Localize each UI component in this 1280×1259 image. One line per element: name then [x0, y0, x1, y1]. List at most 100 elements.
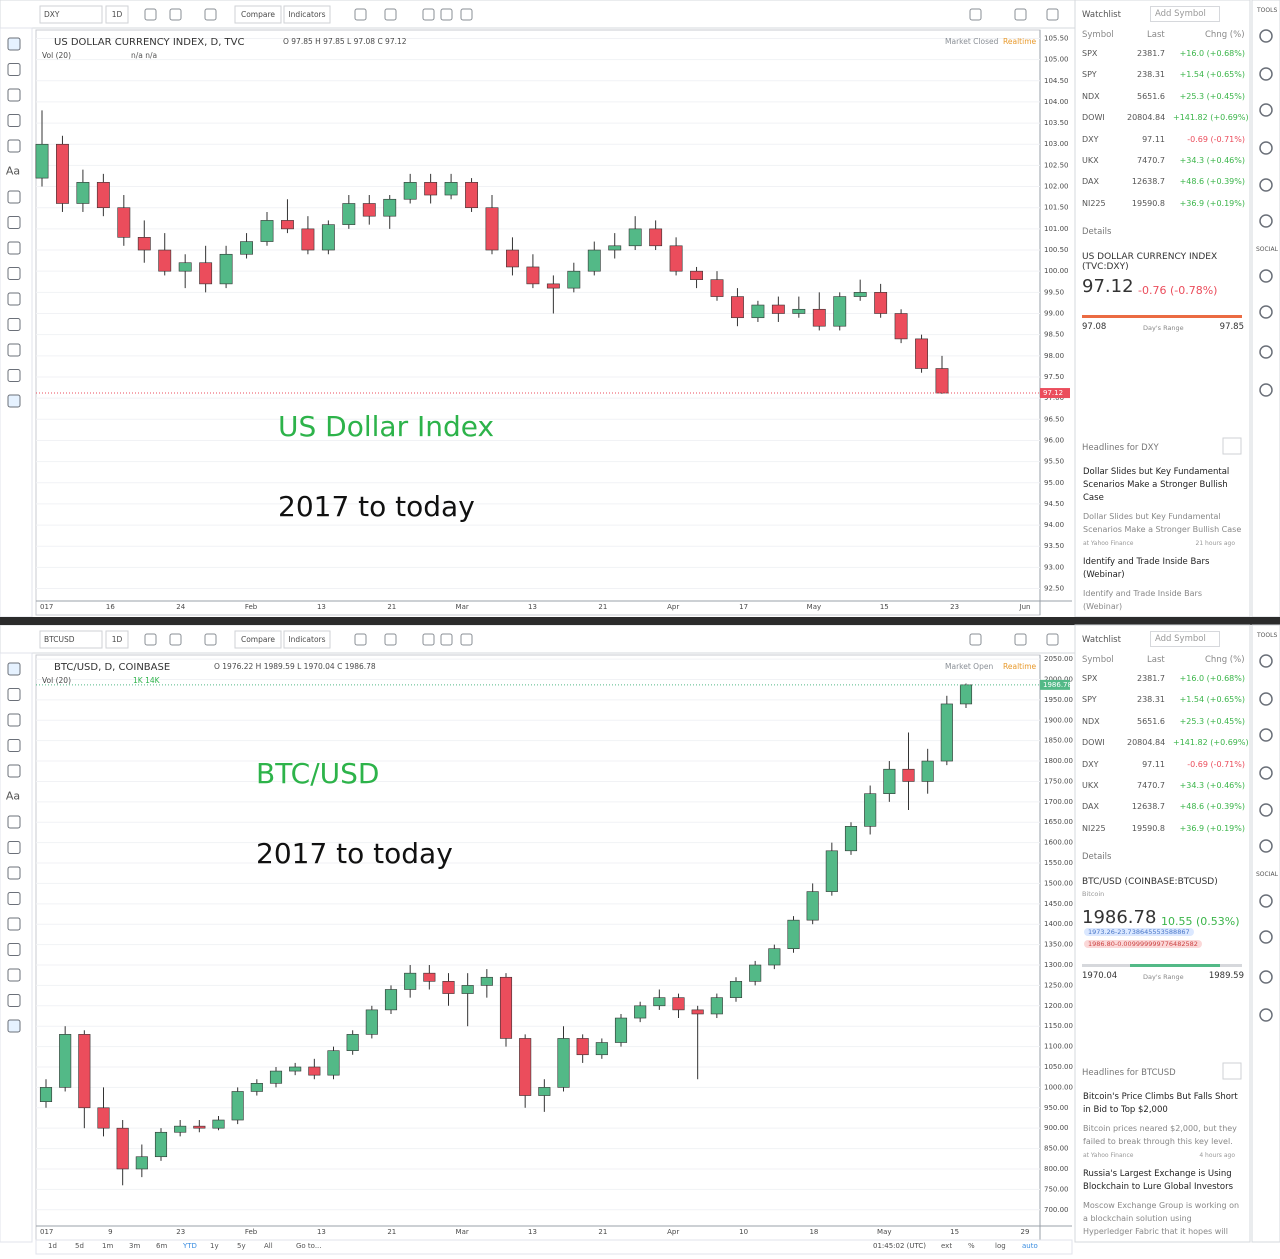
change: +25.3 (+0.45%): [1179, 91, 1245, 101]
headline[interactable]: Bitcoin's Price Climbs But Falls Short i…: [1083, 1092, 1238, 1115]
y-tick-label: 93.00: [1044, 563, 1064, 571]
add-symbol[interactable]: Add Symbol: [1150, 6, 1220, 22]
symbol[interactable]: SPX: [1082, 674, 1098, 683]
toolbar-button[interactable]: [234, 630, 282, 649]
toolbar-icon: [144, 633, 157, 646]
candle-body: [634, 1005, 647, 1019]
candle-body: [212, 1119, 225, 1129]
range-high: 97.85: [1219, 322, 1244, 332]
headline-summary: Identify and Trade Inside Bars (Webinar): [1083, 589, 1202, 611]
y-tick-label: 1450.00: [1044, 900, 1073, 908]
headline-summary: Dollar Slides but Key Fundamental Scenar…: [1083, 512, 1242, 534]
y-tick-label: 94.00: [1044, 521, 1064, 529]
x-tick-label: 23: [176, 1228, 185, 1236]
symbol[interactable]: NI225: [1082, 198, 1106, 208]
toolbar-label[interactable]: Compare: [241, 635, 275, 644]
symbol[interactable]: SPY: [1082, 70, 1097, 80]
toolbar-button[interactable]: [105, 5, 129, 24]
column-header: Last: [1147, 655, 1165, 665]
range-button[interactable]: 3m: [129, 1242, 140, 1250]
symbol[interactable]: UKX: [1082, 781, 1099, 790]
y-tick-label: 700.00: [1044, 1206, 1069, 1214]
candle-body: [608, 245, 622, 251]
side-icon: [1259, 269, 1273, 283]
symbol[interactable]: NDX: [1082, 716, 1100, 726]
range-button[interactable]: 1m: [102, 1242, 113, 1250]
candle-body: [321, 224, 335, 251]
candle-body: [342, 203, 356, 225]
symbol[interactable]: NI225: [1082, 823, 1106, 833]
range-button[interactable]: 5d: [75, 1242, 84, 1250]
symbol[interactable]: SPX: [1082, 49, 1098, 58]
candle-body: [281, 220, 294, 230]
tool-icon: [7, 917, 21, 931]
side-icon: [1259, 970, 1273, 984]
axis-option[interactable]: log: [995, 1242, 1006, 1250]
toolbar-button[interactable]: [283, 5, 331, 24]
toolbar-button[interactable]: [105, 630, 129, 649]
add-symbol[interactable]: Add Symbol: [1150, 631, 1220, 647]
tool-icon: [7, 739, 21, 752]
last: 19590.8: [1131, 823, 1165, 833]
candle-body: [812, 308, 826, 327]
symbol[interactable]: SPY: [1082, 695, 1097, 705]
axis-option[interactable]: %: [968, 1242, 975, 1250]
symbol[interactable]: DXY: [1082, 134, 1099, 144]
tool-icon: [7, 713, 21, 727]
candle-body: [792, 308, 806, 314]
range-button[interactable]: 1d: [48, 1242, 57, 1250]
headline[interactable]: Dollar Slides but Key Fundamental Scenar…: [1083, 467, 1230, 503]
change: -0.69 (-0.71%): [1187, 759, 1245, 769]
side-icon: [1259, 803, 1273, 817]
toolbar-label[interactable]: 1D: [112, 10, 123, 19]
details-price: 97.12: [1082, 276, 1134, 297]
candle-body: [940, 703, 953, 762]
symbol[interactable]: DOWI: [1082, 738, 1105, 748]
axis-option[interactable]: auto: [1022, 1242, 1038, 1250]
headline[interactable]: Identify and Trade Inside Bars (Webinar): [1083, 557, 1210, 580]
tool-icon: [7, 968, 21, 982]
range-button[interactable]: Go to...: [296, 1242, 322, 1250]
symbol[interactable]: UKX: [1082, 156, 1099, 165]
headline-source: at Yahoo Finance: [1083, 540, 1134, 547]
toolbar-icon: [460, 8, 473, 21]
x-tick-label: Mar: [456, 603, 469, 611]
symbol[interactable]: DXY: [1082, 759, 1099, 769]
axis-option[interactable]: ext: [941, 1242, 952, 1250]
range-button[interactable]: 1y: [210, 1242, 219, 1250]
x-tick-label: Jun: [1019, 603, 1031, 611]
symbol[interactable]: DOWI: [1082, 113, 1105, 123]
toolbar-button[interactable]: [283, 630, 331, 649]
toolbar-button[interactable]: [39, 630, 103, 649]
y-tick-label: 97.50: [1044, 373, 1064, 381]
symbol[interactable]: NDX: [1082, 91, 1100, 101]
toolbar-label[interactable]: 1D: [112, 635, 123, 644]
headline[interactable]: Russia's Largest Exchange is Using Block…: [1083, 1169, 1234, 1192]
symbol[interactable]: DAX: [1082, 802, 1099, 812]
x-tick-label: Apr: [667, 1228, 679, 1236]
toolbar-label[interactable]: Compare: [241, 10, 275, 19]
side-icon: [1259, 728, 1273, 742]
toolbar-label[interactable]: DXY: [44, 10, 60, 19]
x-tick-label: 10: [739, 1228, 748, 1236]
candle-body: [461, 985, 474, 994]
toolbar-icon: [169, 8, 182, 21]
toolbar-label[interactable]: Indicators: [288, 635, 325, 644]
range-button[interactable]: 6m: [156, 1242, 167, 1250]
details-change: -0.76 (-0.78%): [1138, 284, 1218, 297]
range-button[interactable]: YTD: [182, 1242, 197, 1250]
toolbar-icon: [460, 633, 473, 646]
toolbar-label[interactable]: Indicators: [288, 10, 325, 19]
toolbar-button[interactable]: [234, 5, 282, 24]
range-button[interactable]: All: [264, 1242, 273, 1250]
candle-body: [853, 292, 867, 297]
y-tick-label: 950.00: [1044, 1104, 1069, 1112]
toolbar-button[interactable]: [39, 5, 103, 24]
x-tick-label: May: [807, 603, 821, 611]
y-tick-label: 97.00: [1044, 394, 1064, 402]
range-button[interactable]: 5y: [237, 1242, 246, 1250]
toolbar-label[interactable]: BTCUSD: [44, 635, 75, 644]
last: 2381.7: [1137, 674, 1165, 683]
symbol[interactable]: DAX: [1082, 177, 1099, 187]
social-label: SOCIAL: [1256, 246, 1278, 253]
